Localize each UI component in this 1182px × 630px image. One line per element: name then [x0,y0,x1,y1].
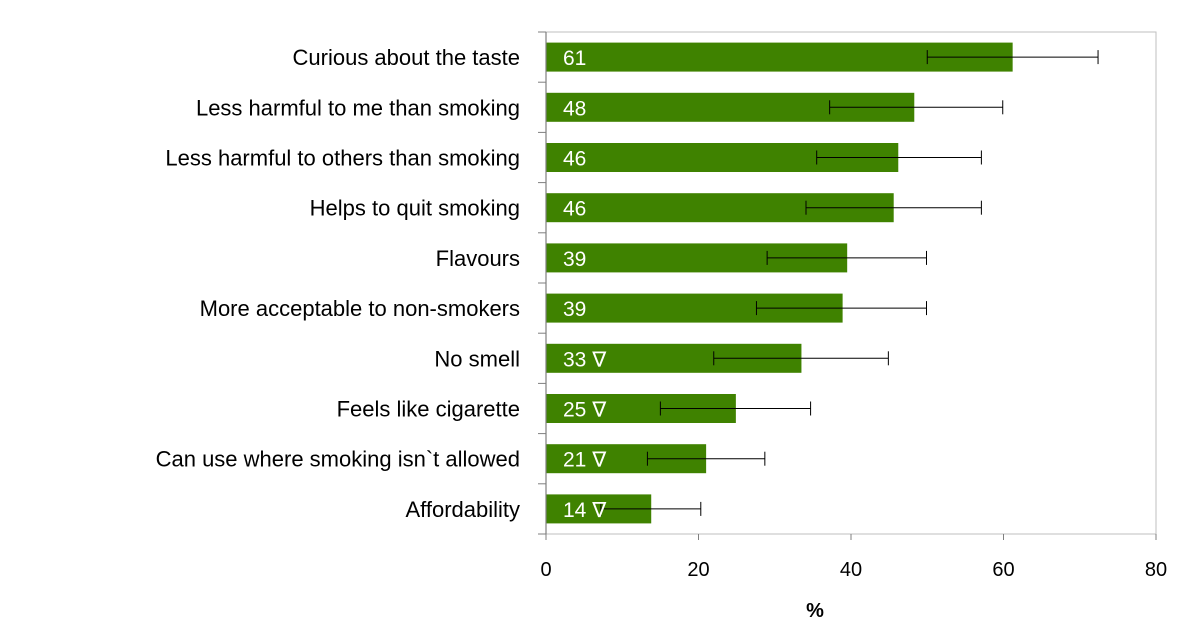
data-label: 39 [563,298,586,321]
category-label: No smell [434,346,520,371]
category-label: Flavours [436,246,520,271]
data-label: 33 ∇ [563,348,607,371]
data-label: 14 ∇ [563,499,607,522]
data-label: 48 [563,97,586,120]
x-tick-label: 0 [540,559,551,581]
category-label: Helps to quit smoking [310,196,520,221]
error-bars-group [600,50,1099,516]
category-label: Can use where smoking isn`t allowed [156,447,520,472]
x-axis-ticks: 0 20 40 60 80 [540,534,1167,581]
data-label: 46 [563,148,586,171]
data-label: 39 [563,248,586,271]
x-axis-title: % [806,600,824,622]
x-tick-label: 80 [1145,559,1167,581]
category-label: Feels like cigarette [337,397,520,422]
data-label: 21 ∇ [563,449,607,472]
data-label: 61 [563,47,586,70]
y-axis-ticks [538,31,546,535]
bars-group [546,42,1013,524]
x-tick-label: 20 [687,559,709,581]
category-labels-group: Curious about the taste Less harmful to m… [156,45,520,522]
category-label: Less harmful to me than smoking [196,95,520,120]
category-label: Less harmful to others than smoking [165,146,520,171]
category-label: Affordability [405,497,520,522]
x-tick-label: 60 [992,559,1014,581]
x-tick-label: 40 [840,559,862,581]
category-label: More acceptable to non-smokers [200,296,520,321]
category-label: Curious about the taste [293,45,520,70]
data-labels-group: 61 48 46 46 39 39 33 ∇ 25 ∇ 21 ∇ 14 ∇ [563,47,607,522]
data-label: 46 [563,198,586,221]
data-label: 25 ∇ [563,399,607,422]
